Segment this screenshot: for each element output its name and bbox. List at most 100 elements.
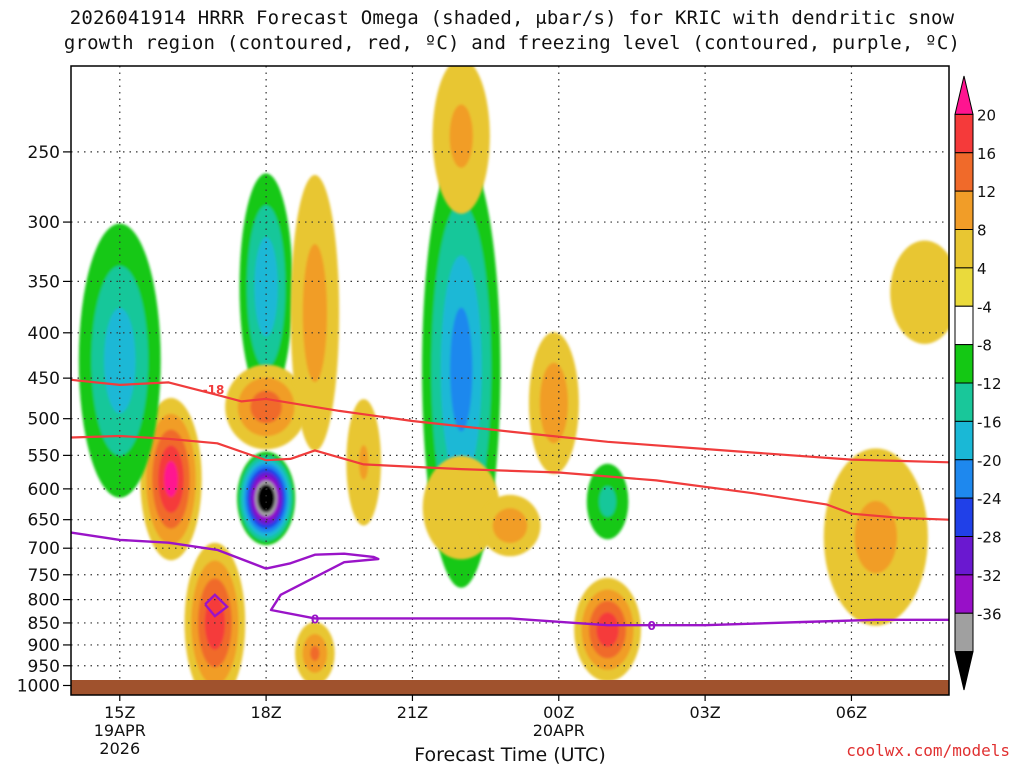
y-tick-label: 900 <box>28 636 60 656</box>
x-tick-label: 00Z <box>543 703 574 722</box>
x-tick-date: 20APR <box>533 721 585 740</box>
colorbar-label: -24 <box>977 490 1002 508</box>
credit-link[interactable]: coolwx.com/models <box>846 741 1010 760</box>
dgz-contour-line <box>71 434 949 521</box>
colorbar-swatch <box>954 267 974 307</box>
grid-lines <box>71 66 949 695</box>
colorbar-label: -32 <box>977 567 1002 585</box>
omega-contour-fill <box>492 508 528 543</box>
colorbar-swatch <box>954 229 974 269</box>
omega-contour-fill <box>310 645 320 661</box>
x-tick-label: 06Z <box>836 703 867 722</box>
y-tick-label: 250 <box>28 143 60 163</box>
y-tick-label: 850 <box>28 614 60 634</box>
y-tick-label: 950 <box>28 657 60 677</box>
y-tick-label: 700 <box>28 539 60 559</box>
x-tick-label: 21Z <box>397 703 428 722</box>
omega-feature <box>823 448 928 626</box>
omega-contour-fill <box>358 445 369 480</box>
omega-contour-fill <box>257 484 275 513</box>
colorbar-label: -28 <box>977 529 1002 547</box>
colorbar-swatch <box>954 574 974 614</box>
y-tick-label: 350 <box>28 272 60 292</box>
x-tick-label: 18Z <box>250 703 281 722</box>
colorbar-swatch <box>954 305 974 346</box>
title-line-2: growth region (contoured, red, ºC) and f… <box>63 32 961 54</box>
omega-contour-fill <box>104 307 136 414</box>
omega-feature <box>78 223 161 498</box>
x-tick-label: 03Z <box>689 703 720 722</box>
freezing-level-loop <box>204 593 229 618</box>
freezing-level-label: 0 <box>647 619 655 633</box>
colorbar-label: -8 <box>977 337 992 355</box>
colorbar-label: -36 <box>977 605 1002 623</box>
omega-feature <box>479 494 541 557</box>
omega-contour-fill <box>422 455 500 560</box>
freezing-level-line <box>71 531 949 627</box>
y-tick-label: 550 <box>28 446 60 466</box>
colorbar-label: 4 <box>977 260 987 278</box>
omega-contour-fill <box>596 612 619 647</box>
y-tick-label: 1000 <box>17 676 60 696</box>
omega-contour-fill <box>539 362 569 444</box>
terrain-bar <box>71 680 949 695</box>
omega-contour-fill <box>450 307 473 432</box>
colorbar-label: -20 <box>977 452 1002 470</box>
colorbar-swatch <box>954 344 974 384</box>
colorbar-swatch <box>954 536 974 576</box>
y-tick-label: 400 <box>28 324 60 344</box>
colorbar-swatch <box>954 497 974 537</box>
omega-feature <box>290 175 340 452</box>
colorbar-label: -16 <box>977 413 1002 431</box>
colorbar-label: -12 <box>977 375 1002 393</box>
x-axis-label: Forecast Time (UTC) <box>414 744 606 766</box>
omega-feature <box>432 66 490 214</box>
omega-contour-fill <box>164 461 178 497</box>
colorbar-swatch <box>954 113 974 154</box>
omega-contour-fill <box>449 104 473 168</box>
dgz-contour-line <box>71 378 949 464</box>
omega-feature <box>237 451 296 546</box>
colorbar-label: 20 <box>977 106 996 124</box>
chart-title: 2026041914 HRRR Forecast Omega (shaded, … <box>0 6 1024 56</box>
colorbar: 20 16 12 8 4 -4 -8 -12 -16 -20 -24 -28 -32 -36 <box>954 75 1002 691</box>
colorbar-label: -4 <box>977 298 992 316</box>
omega-shading <box>78 66 949 695</box>
colorbar-swatch <box>954 75 974 115</box>
x-tick-label: 15Z <box>104 703 135 722</box>
freezing-level-label: 0 <box>311 612 319 626</box>
plot-frame <box>70 65 950 696</box>
y-tick-label: 450 <box>28 369 60 389</box>
y-tick-label: 750 <box>28 566 60 586</box>
dgz-contour-label: -18 <box>203 383 225 397</box>
omega-feature <box>140 397 202 561</box>
x-tick-date: 19APR <box>94 721 146 740</box>
contour-lines: -18 0 0 <box>71 378 949 633</box>
y-tick-label: 650 <box>28 511 60 531</box>
title-line-1: 2026041914 HRRR Forecast Omega (shaded, … <box>69 7 955 29</box>
omega-feature <box>890 240 949 344</box>
colorbar-swatch <box>954 190 974 230</box>
omega-contour-fill <box>254 237 278 337</box>
colorbar-label: 8 <box>977 222 987 240</box>
colorbar-swatch <box>954 612 974 653</box>
y-axis: 2503003504004505005506006507007508008509… <box>17 143 71 696</box>
omega-feature <box>422 455 500 560</box>
y-tick-label: 300 <box>28 213 60 233</box>
colorbar-label: 16 <box>977 145 996 163</box>
omega-contour-fill <box>890 240 949 344</box>
colorbar-swatch <box>954 382 974 422</box>
colorbar-swatch <box>954 420 974 461</box>
y-tick-label: 800 <box>28 591 60 611</box>
y-tick-label: 500 <box>28 410 60 430</box>
omega-contour-fill <box>302 244 328 383</box>
omega-contour-fill <box>599 486 617 517</box>
x-tick-year: 2026 <box>99 739 140 758</box>
omega-feature <box>586 463 629 540</box>
omega-feature <box>528 332 579 474</box>
colorbar-label: 12 <box>977 183 996 201</box>
omega-feature <box>574 577 641 682</box>
omega-feature <box>295 622 335 685</box>
